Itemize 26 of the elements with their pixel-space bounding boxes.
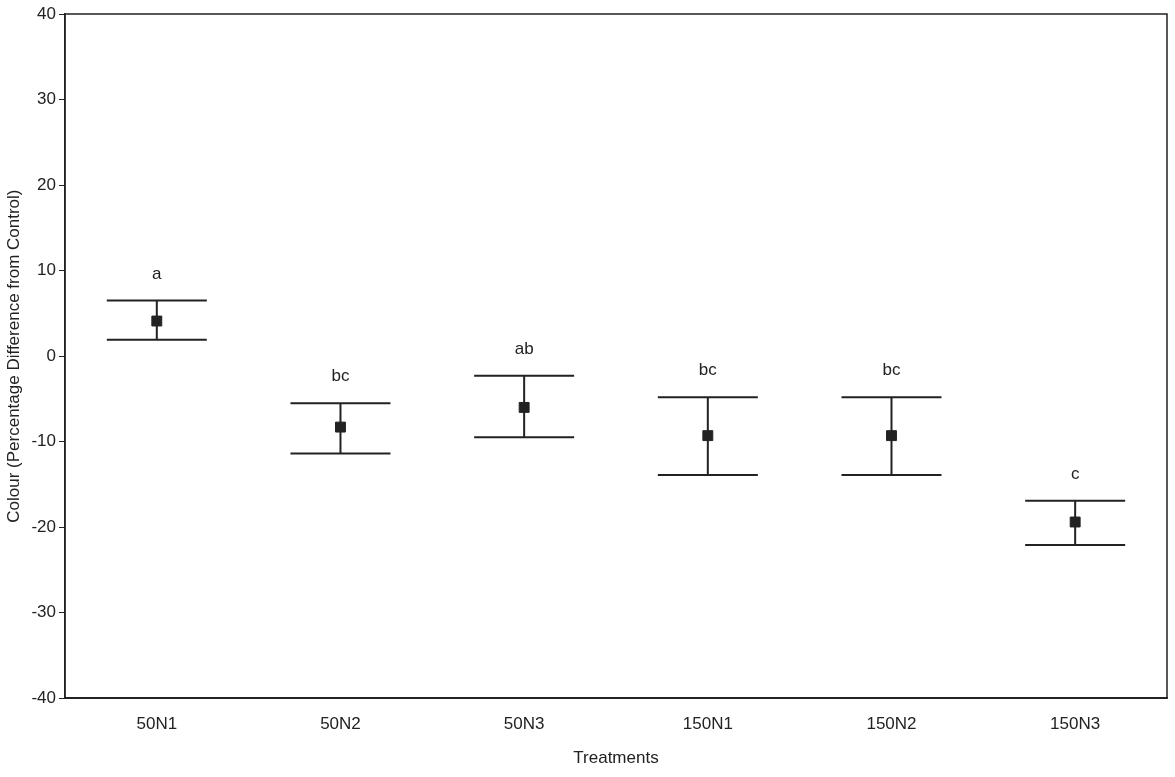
y-tick-label: 40	[37, 3, 56, 23]
annotation: a	[152, 263, 163, 283]
y-tick-label: 0	[46, 345, 56, 365]
y-tick-label: -20	[31, 516, 56, 536]
y-tick-label: -40	[31, 687, 56, 707]
x-tick-label: 150N1	[682, 714, 733, 734]
y-tick-label: -30	[31, 602, 56, 622]
y-tick-label: 20	[37, 174, 56, 194]
annotation: bc	[331, 366, 350, 386]
y-axis-title: Colour (Percentage Difference from Control)	[3, 189, 23, 523]
annotation: bc	[698, 360, 718, 380]
annotation: c	[1070, 463, 1080, 483]
x-tick-label: 50N3	[503, 714, 545, 734]
x-tick-label: 50N2	[320, 714, 361, 734]
y-tick-label: 10	[37, 260, 56, 280]
y-tick-label: 30	[37, 89, 56, 109]
x-tick-label: 50N1	[136, 714, 178, 734]
point	[151, 315, 163, 327]
x-tick-label: 150N2	[866, 714, 917, 734]
annotation: ab	[514, 338, 534, 358]
point	[335, 421, 346, 433]
x-axis-title: Treatments	[573, 748, 659, 768]
point	[1069, 516, 1081, 528]
annotation: bc	[882, 360, 901, 380]
x-tick-label: 150N3	[1050, 714, 1101, 734]
y-tick-label: -10	[31, 431, 56, 451]
